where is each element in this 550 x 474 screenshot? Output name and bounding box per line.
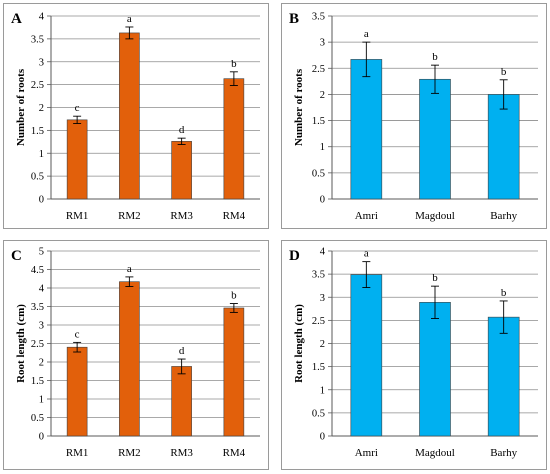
significance-letter: d — [179, 124, 185, 136]
y-tick-label: 3 — [39, 57, 44, 68]
bar — [119, 281, 140, 437]
chart-panel-d: D 0 0.5 1 1.5 2 2.5 3 3.5 4 Root length (cm) a Amri b… — [281, 240, 547, 470]
y-tick-label: 1.5 — [31, 376, 44, 387]
y-tick-label: 3.5 — [31, 34, 44, 45]
significance-letter: a — [364, 28, 369, 40]
x-tick-label: RM2 — [118, 447, 141, 459]
significance-letter: c — [75, 328, 80, 340]
bar — [171, 141, 192, 200]
y-tick-label: 4 — [320, 247, 326, 258]
y-tick-label: 4 — [39, 12, 45, 23]
y-tick-label: 3 — [320, 38, 325, 49]
y-tick-label: 3.5 — [312, 12, 325, 23]
y-tick-label: 4 — [39, 284, 45, 295]
bar — [487, 94, 520, 200]
significance-letter: b — [501, 66, 507, 78]
bar — [119, 32, 140, 200]
y-tick-label: 1.5 — [312, 362, 325, 373]
y-tick-label: 2 — [39, 358, 44, 369]
x-tick-label: Magdoul — [415, 210, 455, 222]
y-axis-title: Number of roots — [15, 68, 27, 146]
y-tick-label: 0.5 — [312, 168, 325, 179]
y-tick-label: 1 — [39, 149, 44, 160]
y-axis-title: Number of roots — [293, 68, 305, 146]
significance-letter: b — [432, 51, 438, 63]
y-tick-label: 5 — [39, 247, 44, 258]
y-tick-label: 1 — [39, 395, 44, 406]
bar — [171, 366, 192, 437]
bar — [223, 307, 245, 437]
y-tick-label: 3.5 — [31, 302, 44, 313]
significance-letter: a — [364, 248, 369, 260]
y-tick-label: 4.5 — [31, 265, 44, 276]
y-tick-label: 0.5 — [312, 408, 325, 419]
y-tick-label: 2.5 — [31, 80, 44, 91]
y-tick-label: 0 — [39, 432, 44, 443]
significance-letter: b — [501, 287, 507, 299]
y-tick-label: 2.5 — [31, 339, 44, 350]
x-tick-label: Amri — [355, 210, 378, 222]
bar — [66, 346, 88, 437]
x-tick-label: RM3 — [170, 447, 193, 459]
panel-label: D — [289, 248, 300, 264]
bar — [419, 302, 451, 437]
x-tick-label: RM4 — [223, 210, 246, 222]
bar — [350, 59, 383, 200]
significance-letter: a — [127, 263, 132, 275]
bar — [66, 119, 88, 200]
y-tick-label: 1 — [320, 142, 325, 153]
y-tick-label: 0 — [320, 432, 325, 443]
bar — [223, 78, 245, 200]
y-tick-label: 3.5 — [312, 270, 325, 281]
significance-letter: c — [75, 102, 80, 114]
panel-label: B — [289, 11, 299, 27]
y-tick-label: 3 — [320, 293, 325, 304]
x-tick-label: Amri — [355, 447, 378, 459]
x-tick-label: Magdoul — [415, 447, 455, 459]
chart-panel-c: C 0 0.5 1 1.5 2 2.5 3 3.5 4 4.5 5 Root length (cm) c R… — [3, 240, 269, 470]
x-tick-label: RM1 — [66, 210, 89, 222]
y-tick-label: 2.5 — [312, 64, 325, 75]
y-tick-label: 2.5 — [312, 316, 325, 327]
significance-letter: b — [432, 272, 438, 284]
x-tick-label: Barhy — [490, 447, 517, 459]
y-tick-label: 1 — [320, 385, 325, 396]
x-tick-label: Barhy — [490, 210, 517, 222]
chart-svg: A 0 0.5 1 1.5 2 2.5 3 3.5 4 Number of roots c RM1 a RM… — [11, 11, 260, 222]
y-tick-label: 2 — [39, 103, 44, 114]
y-tick-label: 0.5 — [31, 413, 44, 424]
significance-letter: b — [231, 58, 237, 70]
x-tick-label: RM4 — [223, 447, 246, 459]
y-axis-title: Root length (cm) — [293, 304, 305, 383]
y-tick-label: 0 — [39, 195, 44, 206]
panel-label: C — [11, 248, 22, 264]
x-tick-label: RM3 — [170, 210, 193, 222]
chart-panel-a: A 0 0.5 1 1.5 2 2.5 3 3.5 4 Number of roots c RM1 a RM… — [3, 3, 269, 229]
y-tick-label: 2 — [320, 90, 325, 101]
chart-panel-b: B 0 0.5 1 1.5 2 2.5 3 3.5 Number of roots a Amri b Ma… — [281, 3, 547, 229]
y-tick-label: 0 — [320, 195, 325, 206]
panel-label: A — [11, 11, 22, 27]
chart-svg: B 0 0.5 1 1.5 2 2.5 3 3.5 Number of roots a Amri b Ma… — [289, 11, 538, 222]
y-tick-label: 0.5 — [31, 172, 44, 183]
chart-svg: C 0 0.5 1 1.5 2 2.5 3 3.5 4 4.5 5 Root length (cm) c R… — [11, 247, 260, 459]
significance-letter: d — [179, 345, 185, 357]
bar — [419, 78, 451, 200]
x-tick-label: RM2 — [118, 210, 141, 222]
x-tick-label: RM1 — [66, 447, 89, 459]
chart-svg: D 0 0.5 1 1.5 2 2.5 3 3.5 4 Root length (cm) a Amri b… — [289, 247, 538, 459]
y-tick-label: 3 — [39, 321, 44, 332]
y-axis-title: Root length (cm) — [15, 304, 27, 383]
y-tick-label: 2 — [320, 339, 325, 350]
y-tick-label: 1.5 — [31, 126, 44, 137]
significance-letter: b — [231, 290, 237, 302]
bar — [350, 274, 383, 437]
bar — [487, 316, 520, 437]
y-tick-label: 1.5 — [312, 116, 325, 127]
significance-letter: a — [127, 13, 132, 25]
